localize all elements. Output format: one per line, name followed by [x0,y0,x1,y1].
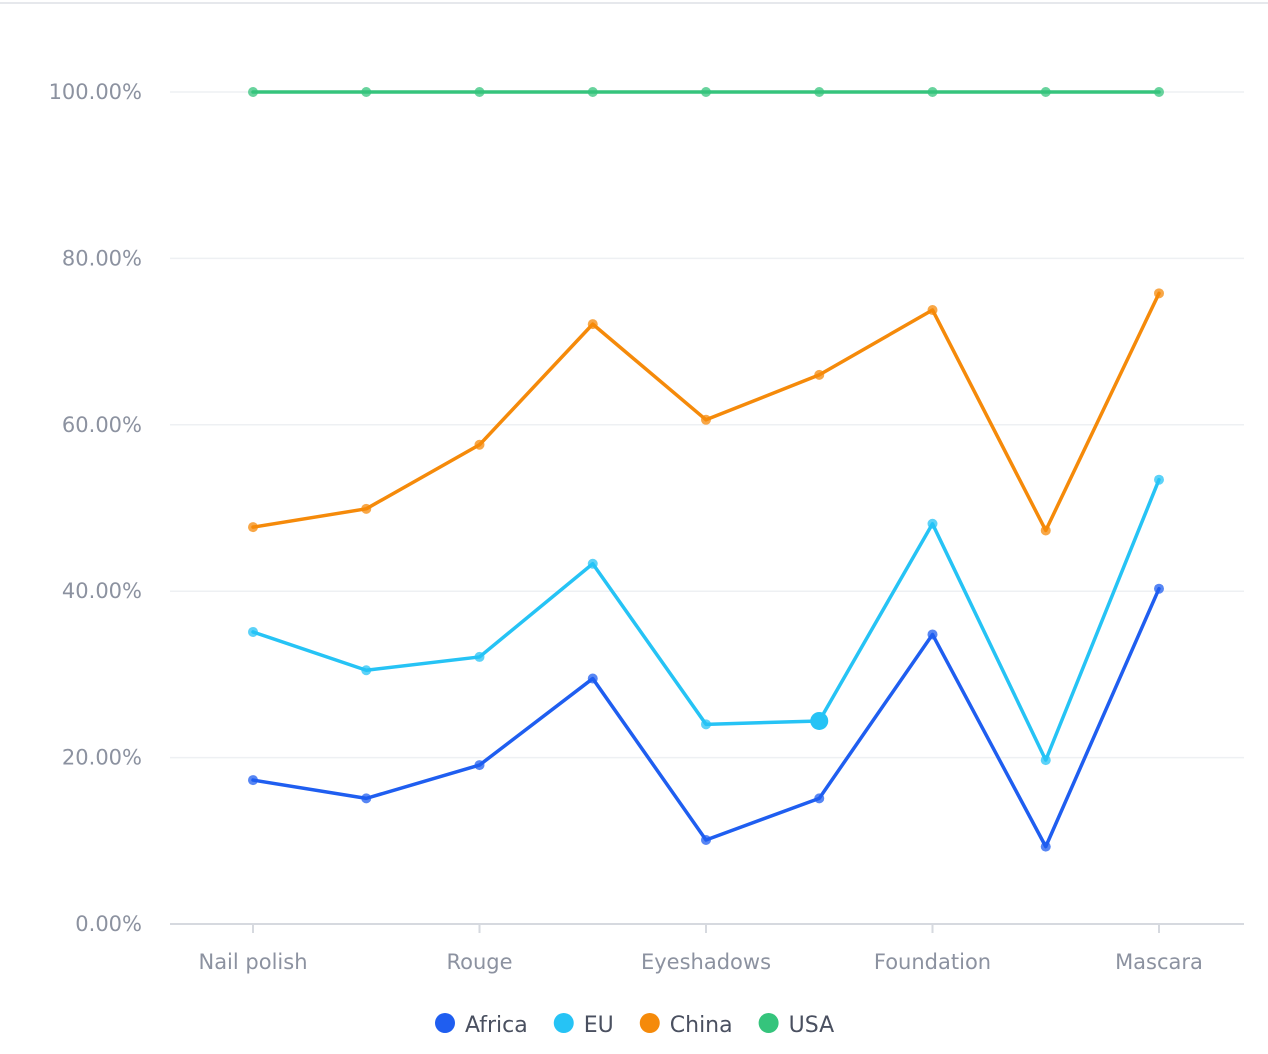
data-point-china[interactable] [927,304,938,315]
y-tick-label: 60.00% [62,413,142,437]
top-divider [0,2,1268,4]
data-point-china[interactable] [701,414,711,425]
x-tick-label: Rouge [446,950,512,974]
data-point-china[interactable] [248,522,258,533]
data-point-africa[interactable] [1040,841,1051,852]
data-point-eu[interactable] [248,626,258,637]
data-point-china[interactable] [587,319,598,330]
data-point-africa[interactable] [814,793,825,804]
y-tick-label: 20.00% [62,746,142,770]
data-point-eu[interactable] [587,558,598,569]
legend-marker-china[interactable] [639,1013,660,1033]
legend-marker-africa[interactable] [435,1013,455,1033]
data-point-usa[interactable] [361,87,372,97]
data-point-africa[interactable] [927,629,938,640]
data-point-eu[interactable] [1154,474,1164,485]
series-line-eu [251,477,1161,762]
data-point-eu[interactable] [361,665,372,676]
legend-marker-eu[interactable] [553,1013,574,1033]
series-line-china [251,291,1161,533]
data-point-africa[interactable] [361,793,372,804]
data-point-africa[interactable] [474,760,485,771]
y-tick-label: 80.00% [62,246,142,270]
series-line-africa [251,586,1161,849]
data-point-africa[interactable] [587,673,598,684]
data-point-usa[interactable] [248,87,258,97]
data-point-usa[interactable] [474,87,485,97]
legend-label-usa[interactable]: USA [789,1013,835,1038]
x-tick-label: Mascara [1115,950,1203,974]
y-tick-label: 0.00% [75,912,142,936]
data-point-africa[interactable] [248,775,258,786]
highlighted-point[interactable] [810,711,829,730]
y-tick-label: 40.00% [62,579,142,603]
data-point-usa[interactable] [587,87,598,97]
x-tick-label: Eyeshadows [641,950,771,974]
x-tick-label: Nail polish [198,950,307,974]
data-point-china[interactable] [814,369,825,380]
data-point-africa[interactable] [1154,583,1164,594]
data-point-usa[interactable] [1040,87,1051,97]
y-tick-label: 100.00% [49,80,142,104]
data-point-usa[interactable] [701,87,711,97]
data-point-china[interactable] [361,503,372,514]
legend-label-africa[interactable]: Africa [465,1013,528,1038]
legend-label-eu[interactable]: EU [584,1013,614,1038]
data-point-china[interactable] [1040,525,1051,536]
data-point-eu[interactable] [701,719,711,730]
data-point-eu[interactable] [1040,755,1051,766]
data-point-china[interactable] [474,439,485,450]
data-point-china[interactable] [1154,288,1164,299]
legend-label-china[interactable]: China [670,1013,733,1038]
data-point-eu[interactable] [474,651,485,662]
x-tick-label: Foundation [874,950,991,974]
legend-marker-usa[interactable] [758,1013,779,1033]
data-point-eu[interactable] [927,518,938,529]
data-point-usa[interactable] [814,87,825,97]
data-point-usa[interactable] [927,87,938,97]
data-point-usa[interactable] [1154,87,1164,97]
data-point-africa[interactable] [701,834,711,845]
